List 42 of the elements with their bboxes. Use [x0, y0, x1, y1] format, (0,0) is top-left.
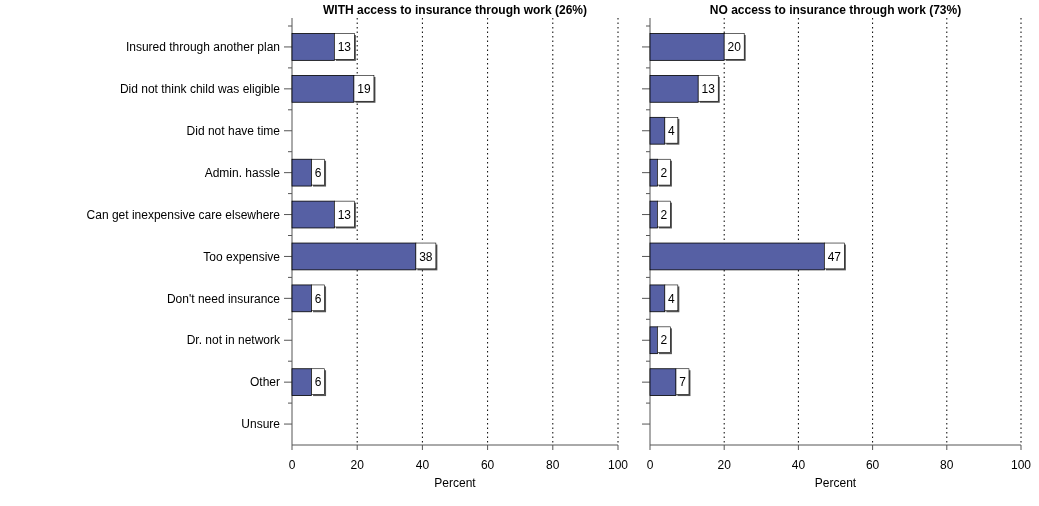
data-label: 20: [727, 40, 742, 55]
x-tick-label: 0: [646, 458, 654, 472]
y-tick-label: Did not think child was eligible: [119, 82, 281, 97]
x-tick-label: 80: [546, 458, 560, 472]
x-tick-label: 80: [940, 458, 954, 472]
y-tick-label: Admin. hassle: [204, 165, 281, 180]
data-label: 4: [668, 291, 675, 306]
x-tick-label: 0: [288, 458, 296, 472]
data-label: 4: [668, 123, 675, 138]
data-label: 2: [660, 333, 668, 348]
data-label: 7: [679, 375, 687, 390]
x-tick-label: 40: [791, 458, 806, 472]
data-label: 38: [419, 249, 433, 264]
x-tick-label: 100: [607, 458, 629, 472]
x-axis-title: Percent: [434, 476, 477, 490]
data-label: 13: [337, 40, 352, 55]
y-tick-label: Don't need insurance: [166, 291, 281, 306]
chart-title: NO access to insurance through work (73%): [709, 3, 962, 17]
x-tick-label: 100: [1010, 458, 1032, 472]
data-label: 6: [314, 291, 322, 306]
data-label: 13: [337, 207, 352, 222]
x-tick-label: 60: [480, 458, 495, 472]
chart-title: WITH access to insurance through work (26%): [322, 3, 588, 17]
data-label: 2: [660, 207, 668, 222]
x-axis-title: Percent: [814, 476, 857, 490]
y-tick-label: Insured through another plan: [125, 40, 280, 55]
y-tick-label: Other: [249, 375, 280, 390]
y-tick-label: Unsure: [241, 417, 281, 432]
x-tick-label: 20: [350, 458, 365, 472]
data-label: 2: [660, 165, 668, 180]
x-tick-label: 40: [415, 458, 430, 472]
y-tick-label: Too expensive: [203, 249, 281, 264]
data-label: 19: [357, 82, 371, 97]
y-tick-label: Can get inexpensive care elsewhere: [86, 207, 281, 222]
x-tick-label: 20: [717, 458, 732, 472]
y-tick-label: Did not have time: [186, 123, 281, 138]
data-label: 6: [314, 165, 322, 180]
data-label: 47: [827, 249, 842, 264]
data-label: 6: [314, 375, 322, 390]
data-label: 13: [701, 82, 716, 97]
y-tick-label: Dr. not in network: [186, 333, 281, 348]
x-tick-label: 60: [865, 458, 880, 472]
